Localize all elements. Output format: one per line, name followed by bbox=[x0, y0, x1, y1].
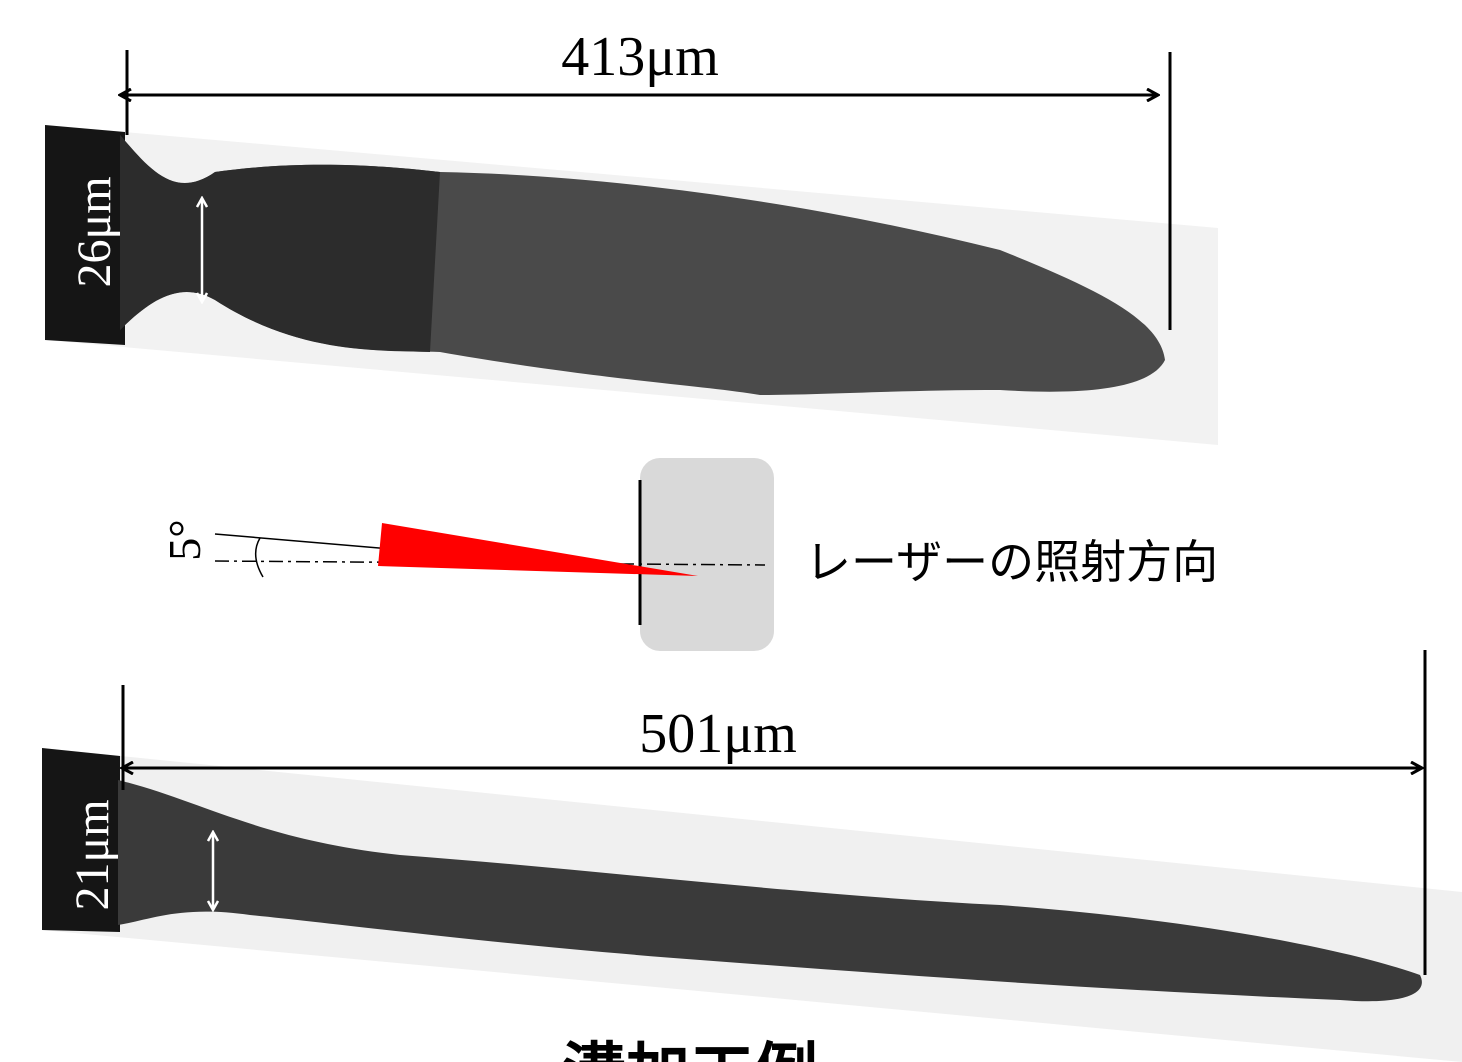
top-width: 26μm bbox=[68, 176, 121, 287]
bottom-width: 21μm bbox=[66, 799, 119, 910]
bottom-micrograph: 21μm 501μm bbox=[42, 650, 1462, 1062]
top-length: 413μm bbox=[561, 26, 719, 88]
caption: 溝加工例 bbox=[562, 1037, 818, 1062]
bottom-length: 501μm bbox=[639, 703, 797, 765]
laser-angle: 5° bbox=[159, 519, 210, 560]
top-micrograph: 26μm 413μm bbox=[45, 26, 1218, 445]
figure: 26μm 413μm 5° レーザーの照射方向 21μm 501μm 溝加工例 bbox=[0, 0, 1462, 1062]
laser-schematic: 5° レーザーの照射方向 bbox=[159, 458, 1218, 651]
laser-label: レーザーの照射方向 bbox=[805, 535, 1218, 589]
